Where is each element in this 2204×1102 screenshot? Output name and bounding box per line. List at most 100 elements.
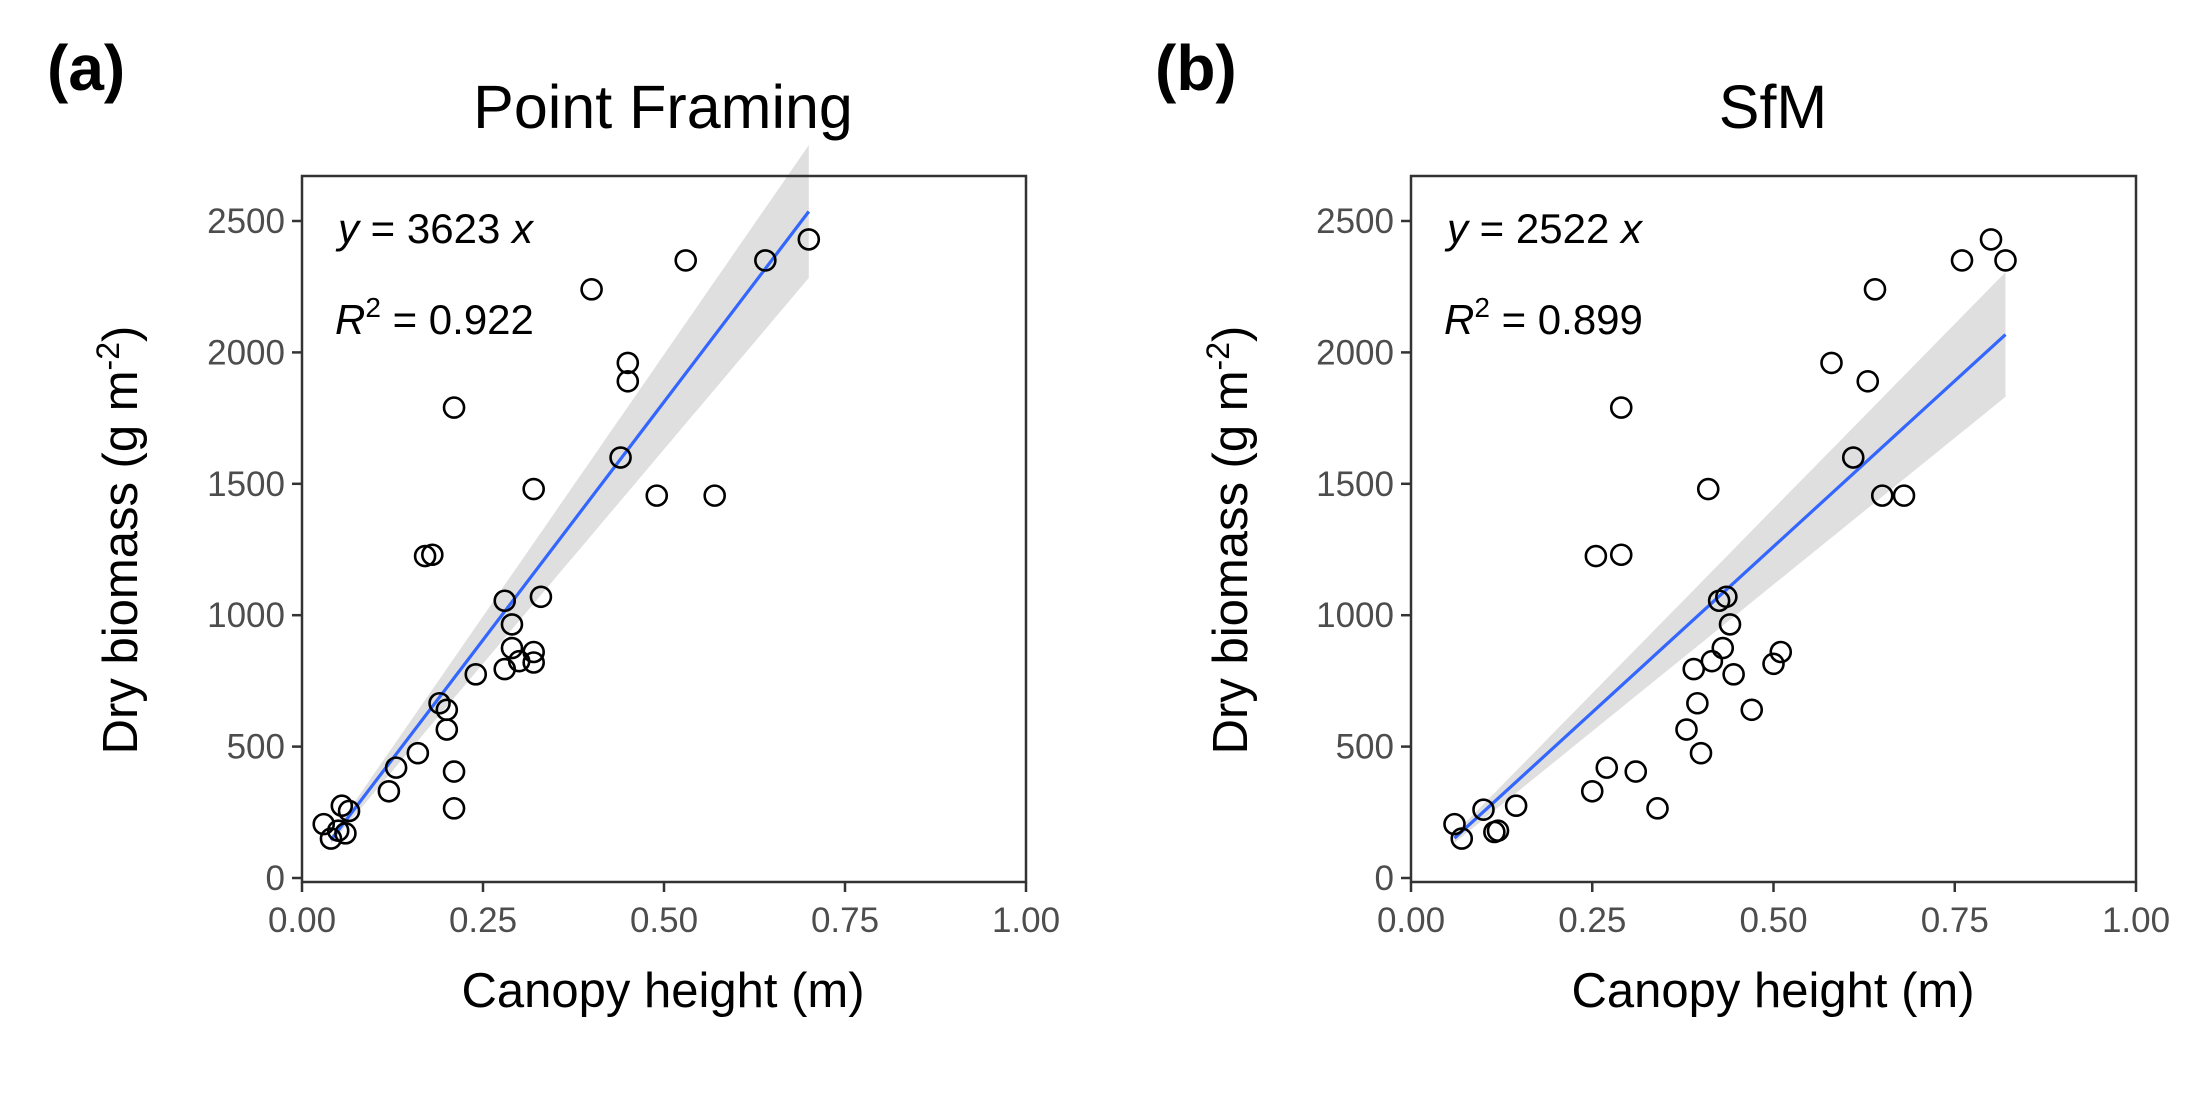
data-point: [616, 351, 640, 375]
data-point: [1722, 663, 1745, 686]
y-tick-label: 1500: [207, 465, 285, 504]
x-tick-label: 0.75: [811, 901, 879, 940]
equation-label: y = 3623 x: [335, 205, 535, 252]
data-point: [1979, 228, 2003, 251]
data-point: [1609, 543, 1633, 567]
data-point: [384, 756, 408, 779]
data-point: [1443, 812, 1466, 836]
data-point: [1689, 741, 1713, 765]
y-tick-label: 2000: [207, 333, 285, 372]
data-point: [674, 249, 698, 272]
data-point: [1994, 249, 2017, 272]
x-ticks: 0.00 0.25 0.50 0.75 1.00: [268, 882, 1060, 940]
data-point: [500, 613, 524, 636]
data-point: [1711, 636, 1735, 660]
x-ticks: 0.00 0.25 0.50 0.75 1.00: [1377, 882, 2170, 940]
panel-a: (a) Point Framing Dry biomass (g m-2) Ca…: [47, 32, 1060, 1018]
y-axis-title: Dry biomass (g m-2): [1200, 326, 1258, 755]
data-point: [1486, 819, 1510, 842]
fit-line: [329, 210, 811, 841]
data-point: [609, 446, 632, 469]
data-point: [1870, 484, 1894, 507]
y-tick-label: 0: [1375, 859, 1394, 898]
plot-border: [300, 174, 1028, 884]
data-point: [413, 544, 437, 568]
data-point: [1950, 249, 1974, 272]
data-point: [580, 278, 603, 301]
x-tick-label: 0.00: [1377, 901, 1445, 940]
r-squared-label: R2 = 0.922: [335, 292, 534, 343]
x-tick-label: 1.00: [992, 901, 1060, 940]
y-tick-label: 2500: [1316, 202, 1394, 241]
x-tick-label: 0.25: [449, 901, 517, 940]
panel-label: (a): [47, 32, 125, 104]
data-point: [1700, 649, 1724, 673]
data-point: [754, 249, 777, 272]
data-point: [442, 797, 466, 820]
data-point: [435, 718, 459, 741]
data-point: [319, 827, 343, 850]
data-point: [1580, 779, 1604, 803]
x-tick-label: 0.50: [1739, 901, 1807, 940]
confidence-band: [1454, 272, 2006, 843]
confidence-band-layer: [331, 145, 809, 844]
data-point: [1682, 657, 1706, 681]
data-point: [312, 812, 336, 836]
data-point: [1686, 691, 1709, 715]
x-tick-label: 1.00: [2102, 901, 2170, 940]
data-point: [1595, 756, 1619, 779]
y-tick-label: 2500: [207, 202, 285, 241]
data-point: [645, 484, 669, 507]
data-point: [1675, 718, 1698, 741]
equation-label: y = 2522 x: [1444, 205, 1644, 252]
data-point: [1740, 698, 1764, 722]
data-point: [797, 228, 821, 251]
data-point: [500, 636, 524, 660]
data-point: [1769, 640, 1793, 664]
x-tick-label: 0.75: [1921, 901, 1989, 940]
data-point: [1609, 396, 1633, 419]
data-point: [1856, 370, 1880, 393]
points-layer: [1443, 228, 2017, 850]
data-point: [337, 799, 361, 823]
data-point: [1841, 446, 1865, 469]
data-point: [330, 794, 354, 818]
y-tick-label: 2000: [1316, 333, 1394, 372]
y-tick-label: 1000: [1316, 596, 1394, 635]
y-tick-label: 0: [266, 859, 285, 898]
r-squared-label: R2 = 0.899: [1444, 292, 1643, 343]
data-point: [1450, 827, 1474, 850]
y-tick-label: 1000: [207, 596, 285, 635]
data-point: [1863, 278, 1887, 301]
y-tick-label: 500: [1336, 728, 1394, 767]
fit-line-layer: [329, 210, 811, 841]
data-point: [428, 691, 451, 715]
data-point: [1820, 351, 1843, 375]
data-point: [1892, 484, 1916, 507]
y-ticks: 0 500 1000 1500 2000 2500: [1316, 202, 1411, 898]
chart-title: Point Framing: [473, 73, 853, 141]
x-axis-title: Canopy height (m): [1571, 964, 1974, 1018]
x-tick-label: 0.50: [630, 901, 698, 940]
data-point: [1472, 798, 1495, 821]
panel-b: (b) SfM Dry biomass (g m-2) Canopy heigh…: [1155, 32, 2170, 1018]
data-point: [1718, 613, 1742, 636]
data-point: [464, 663, 488, 686]
data-point: [334, 822, 357, 845]
points-layer: [312, 228, 821, 850]
data-point: [529, 585, 553, 609]
data-point: [1504, 794, 1528, 818]
data-point: [1584, 544, 1608, 568]
y-tick-label: 500: [227, 728, 285, 767]
data-point: [522, 477, 545, 501]
data-point: [703, 484, 726, 507]
data-point: [1715, 585, 1738, 609]
data-point: [616, 370, 640, 393]
y-ticks: 0 500 1000 1500 2000 2500: [207, 202, 302, 898]
data-point: [522, 640, 545, 664]
data-point: [1762, 652, 1785, 676]
data-point: [442, 396, 466, 419]
data-point: [1624, 760, 1648, 783]
y-tick-label: 1500: [1316, 465, 1394, 504]
data-point: [493, 589, 517, 613]
